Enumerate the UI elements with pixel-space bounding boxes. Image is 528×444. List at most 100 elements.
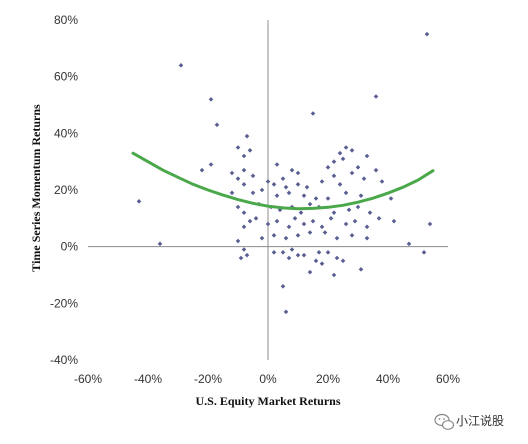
axes xyxy=(88,20,448,360)
data-point xyxy=(283,184,289,190)
data-point xyxy=(364,235,370,241)
data-point xyxy=(241,210,247,215)
data-point xyxy=(286,224,292,230)
data-point xyxy=(274,218,280,224)
x-tick-label: 60% xyxy=(436,372,460,386)
data-point xyxy=(313,258,319,264)
watermark-text: 小江说股 xyxy=(456,413,504,428)
x-tick-label: -60% xyxy=(74,372,102,386)
data-point xyxy=(328,216,334,221)
y-tick-label: -20% xyxy=(50,296,78,310)
data-point xyxy=(235,204,241,210)
data-point xyxy=(334,235,340,241)
data-point xyxy=(295,182,301,187)
y-tick-label: 0% xyxy=(61,240,79,254)
data-point xyxy=(301,221,307,227)
data-point xyxy=(244,252,250,258)
fit-curve xyxy=(131,151,435,211)
x-axis-title: U.S. Equity Market Returns xyxy=(195,394,340,408)
data-point xyxy=(199,167,205,173)
data-point xyxy=(214,122,220,128)
data-point xyxy=(157,241,163,247)
data-point xyxy=(406,241,412,247)
data-point xyxy=(355,204,361,210)
data-point xyxy=(307,269,313,275)
data-point xyxy=(337,150,343,156)
data-point xyxy=(241,167,247,173)
data-point xyxy=(322,230,328,235)
data-point xyxy=(274,193,280,198)
data-point xyxy=(331,272,337,278)
data-point xyxy=(349,233,355,238)
data-point xyxy=(295,252,301,258)
data-point xyxy=(229,170,235,176)
data-point xyxy=(373,94,379,99)
data-point xyxy=(343,221,349,227)
data-point xyxy=(340,156,346,162)
y-tick-label: 60% xyxy=(54,70,78,84)
data-point xyxy=(265,179,271,184)
data-point xyxy=(292,216,298,221)
data-point xyxy=(271,250,277,255)
data-point xyxy=(286,190,292,196)
data-point xyxy=(283,309,289,315)
data-point xyxy=(421,250,427,255)
data-point xyxy=(286,255,292,261)
data-point xyxy=(250,190,256,196)
y-tick-label: 20% xyxy=(54,183,78,197)
data-point xyxy=(358,193,364,198)
data-point xyxy=(367,210,373,215)
data-point xyxy=(424,31,430,37)
data-point xyxy=(349,170,355,176)
x-tick-label: 40% xyxy=(376,372,400,386)
data-point xyxy=(310,218,316,224)
data-point xyxy=(313,196,319,201)
data-point xyxy=(241,153,247,159)
data-point xyxy=(319,261,325,266)
data-point xyxy=(247,148,253,153)
data-point xyxy=(325,165,331,170)
data-point xyxy=(427,221,433,227)
x-tick-labels: -60% -40% -20% 0% 20% 40% 60% xyxy=(74,372,460,386)
data-point xyxy=(271,182,277,187)
data-point xyxy=(355,165,361,170)
data-point xyxy=(208,97,214,102)
data-point xyxy=(349,148,355,153)
data-point xyxy=(271,233,277,238)
data-point xyxy=(301,193,307,198)
data-point xyxy=(295,170,301,176)
data-point xyxy=(337,182,343,187)
x-tick-label: 0% xyxy=(259,372,277,386)
data-point xyxy=(316,250,322,255)
x-tick-label: 20% xyxy=(316,372,340,386)
data-point xyxy=(247,218,253,224)
data-point xyxy=(250,173,256,179)
data-point xyxy=(241,247,247,252)
data-point xyxy=(310,111,316,116)
data-point xyxy=(340,258,346,264)
data-point xyxy=(280,250,286,255)
y-tick-labels: -40% -20% 0% 20% 40% 60% 80% xyxy=(50,13,78,367)
data-point xyxy=(325,196,331,201)
data-point xyxy=(229,190,235,196)
data-point xyxy=(289,247,295,252)
data-point xyxy=(259,235,265,241)
data-point xyxy=(376,216,382,221)
data-point xyxy=(379,179,385,184)
data-point xyxy=(280,176,286,181)
data-point xyxy=(358,267,364,272)
data-point xyxy=(238,255,244,261)
y-tick-label: -40% xyxy=(50,353,78,367)
data-point xyxy=(334,255,340,261)
data-point xyxy=(388,196,394,201)
data-point xyxy=(352,218,358,224)
data-point xyxy=(364,153,370,159)
data-point xyxy=(235,176,241,181)
watermark: 小江说股 xyxy=(434,413,504,430)
data-point xyxy=(331,210,337,215)
data-point xyxy=(331,159,337,164)
data-point xyxy=(178,63,184,68)
data-point xyxy=(235,238,241,244)
data-point xyxy=(265,221,271,227)
data-point xyxy=(346,207,352,213)
